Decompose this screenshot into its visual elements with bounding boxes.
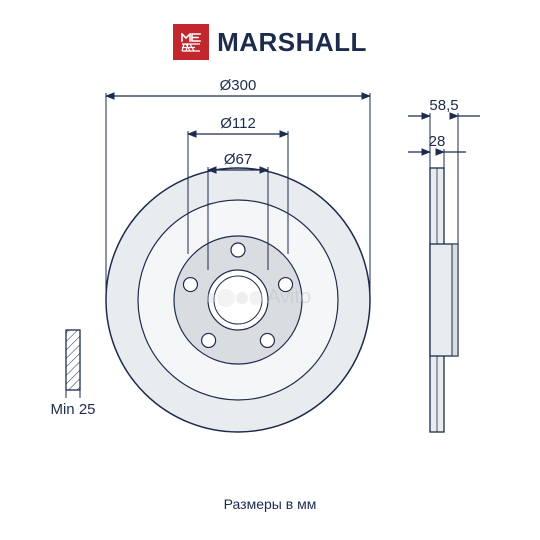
technical-drawing: Ø300 Ø112 Ø67 58,5 28 Min 25 <box>0 0 540 540</box>
svg-text:58,5: 58,5 <box>429 97 458 114</box>
svg-text:Ø300: Ø300 <box>220 77 257 94</box>
svg-text:Ø112: Ø112 <box>220 115 256 132</box>
avito-watermark: Avito <box>206 286 311 309</box>
units-caption: Размеры в мм <box>0 496 540 512</box>
svg-text:28: 28 <box>429 133 446 150</box>
svg-text:Min 25: Min 25 <box>50 401 95 418</box>
svg-text:Ø67: Ø67 <box>224 151 252 168</box>
side-view <box>430 168 458 432</box>
min-thickness-block <box>66 330 80 390</box>
